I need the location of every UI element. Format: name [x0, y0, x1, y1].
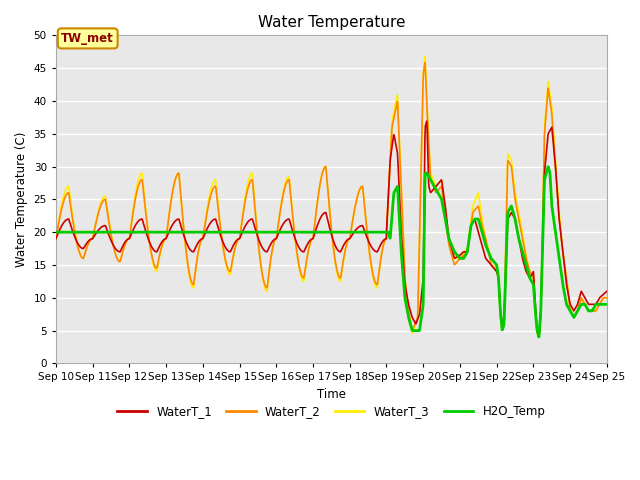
- Text: TW_met: TW_met: [61, 32, 114, 45]
- WaterT_2: [365, 249, 373, 255]
- WaterT_3: [286, 180, 294, 185]
- WaterT_3: [297, 274, 305, 280]
- WaterT_3: [603, 295, 611, 300]
- WaterT_1: [307, 237, 315, 242]
- WaterT_3: [365, 251, 373, 257]
- WaterT_1: [603, 288, 611, 294]
- WaterT_2: [603, 295, 611, 300]
- WaterT_2: [95, 210, 102, 216]
- WaterT_3: [307, 239, 315, 244]
- WaterT_2: [535, 334, 543, 340]
- Title: Water Temperature: Water Temperature: [258, 15, 405, 30]
- WaterT_1: [365, 240, 373, 246]
- WaterT_1: [423, 118, 431, 124]
- H2O_Temp: [117, 229, 125, 235]
- WaterT_3: [117, 256, 125, 262]
- WaterT_2: [52, 236, 60, 241]
- WaterT_2: [117, 256, 125, 262]
- H2O_Temp: [307, 229, 315, 235]
- H2O_Temp: [52, 229, 60, 235]
- H2O_Temp: [535, 334, 543, 340]
- Line: WaterT_3: WaterT_3: [56, 56, 607, 337]
- H2O_Temp: [603, 301, 611, 307]
- WaterT_2: [421, 60, 429, 65]
- WaterT_3: [421, 53, 429, 59]
- Line: H2O_Temp: H2O_Temp: [56, 167, 607, 337]
- WaterT_2: [307, 238, 315, 244]
- WaterT_3: [535, 334, 543, 340]
- WaterT_1: [286, 218, 294, 224]
- WaterT_2: [286, 182, 294, 188]
- WaterT_3: [52, 236, 60, 241]
- WaterT_1: [535, 334, 543, 340]
- Legend: WaterT_1, WaterT_2, WaterT_3, H2O_Temp: WaterT_1, WaterT_2, WaterT_3, H2O_Temp: [113, 401, 550, 423]
- WaterT_1: [52, 236, 60, 241]
- WaterT_1: [297, 248, 305, 253]
- H2O_Temp: [297, 229, 305, 235]
- Y-axis label: Water Temperature (C): Water Temperature (C): [15, 132, 28, 267]
- X-axis label: Time: Time: [317, 388, 346, 401]
- H2O_Temp: [95, 229, 102, 235]
- WaterT_3: [95, 208, 102, 214]
- WaterT_1: [117, 247, 125, 253]
- H2O_Temp: [544, 164, 552, 169]
- Line: WaterT_2: WaterT_2: [56, 62, 607, 337]
- Line: WaterT_1: WaterT_1: [56, 121, 607, 337]
- WaterT_2: [297, 271, 305, 276]
- WaterT_1: [95, 227, 102, 233]
- H2O_Temp: [365, 229, 373, 235]
- H2O_Temp: [286, 229, 294, 235]
